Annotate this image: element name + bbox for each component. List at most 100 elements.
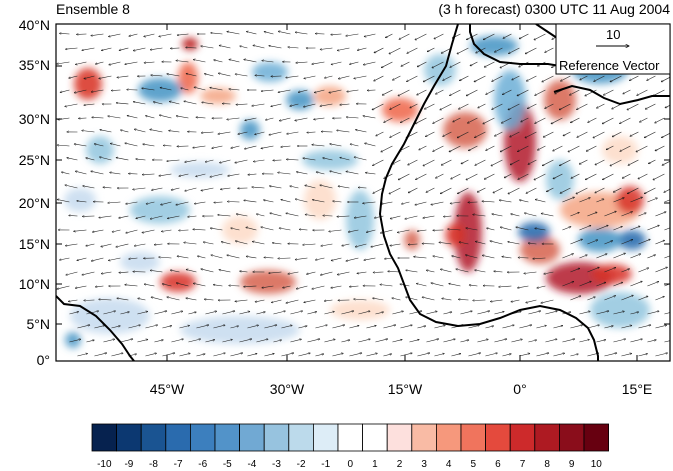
wind-vector <box>647 75 656 81</box>
wind-vector <box>358 311 370 315</box>
wind-vector <box>415 173 427 180</box>
anomaly-patch <box>454 192 482 272</box>
colorbar-label: -3 <box>272 459 281 470</box>
wind-vector <box>647 340 656 343</box>
wind-vector <box>75 171 87 175</box>
lon-label: 0° <box>513 381 527 397</box>
lat-label: 25°N <box>18 152 50 168</box>
wind-vector <box>338 75 350 79</box>
wind-vector <box>307 312 316 315</box>
wind-vector <box>333 201 342 202</box>
wind-vector <box>348 229 359 232</box>
wind-vector <box>252 242 265 245</box>
wind-vector <box>533 258 546 259</box>
wind-vector <box>320 103 333 106</box>
wind-vector <box>595 187 605 193</box>
wind-vector <box>384 117 393 123</box>
wind-vector <box>298 89 308 92</box>
wind-vector <box>535 89 546 96</box>
colorbar-label: 2 <box>396 459 403 470</box>
wind-vector <box>227 255 240 259</box>
wind-vector <box>426 187 435 192</box>
wind-vector <box>303 244 316 245</box>
wind-vector <box>577 131 588 137</box>
anomaly-patch <box>592 264 632 284</box>
wind-vector <box>296 62 308 63</box>
wind-vector <box>184 243 197 245</box>
wind-vector <box>397 229 410 233</box>
wind-vector <box>354 75 367 79</box>
wind-vector <box>644 131 656 138</box>
wind-vector <box>417 229 427 231</box>
wind-vector <box>528 340 536 343</box>
wind-vector <box>604 353 617 357</box>
wind-vector <box>246 256 257 259</box>
wind-vector <box>279 228 291 231</box>
wind-vector <box>264 325 277 329</box>
wind-vector <box>279 117 291 121</box>
colorbar-label: 8 <box>544 459 550 470</box>
wind-vector <box>527 103 537 109</box>
wind-vector <box>193 229 206 230</box>
wind-vector <box>606 145 614 150</box>
wind-vector <box>638 213 646 217</box>
wind-vector <box>407 47 418 53</box>
wind-vector <box>526 187 537 193</box>
wind-vector <box>332 353 343 357</box>
wind-vector <box>262 61 274 63</box>
wind-vector <box>422 297 435 301</box>
wind-vector <box>213 325 225 329</box>
wind-vector <box>204 74 214 77</box>
wind-vector <box>240 271 248 272</box>
wind-vector <box>473 300 486 301</box>
anomaly-patch <box>518 222 550 242</box>
wind-vector <box>281 325 292 329</box>
wind-vector <box>443 216 452 217</box>
wind-vector <box>482 201 495 202</box>
wind-vector <box>142 88 155 91</box>
wind-vector <box>466 228 478 231</box>
wind-vector <box>230 353 242 357</box>
wind-vector <box>415 33 427 40</box>
wind-vector <box>401 61 410 66</box>
wind-vector <box>290 186 299 189</box>
wind-vector <box>579 311 590 315</box>
wind-vector <box>383 354 391 357</box>
wind-vector <box>492 103 503 110</box>
wind-vector <box>125 285 138 287</box>
wind-vector <box>409 340 419 343</box>
wind-vector <box>528 243 537 244</box>
anomaly-patch <box>120 252 160 272</box>
wind-vector <box>508 187 520 194</box>
wind-vector <box>99 157 112 161</box>
wind-vector <box>390 131 401 138</box>
wind-vector <box>477 339 488 343</box>
wind-vector <box>648 159 656 164</box>
wind-vector <box>526 299 537 303</box>
colorbar-label: 10 <box>590 459 602 470</box>
wind-vector <box>596 254 607 259</box>
wind-vector <box>410 103 418 108</box>
wind-vector <box>82 47 95 50</box>
mediterranean-coastline <box>553 84 670 106</box>
wind-vector <box>579 255 587 259</box>
wind-vector <box>101 271 112 274</box>
wind-vector <box>596 282 605 287</box>
wind-vector <box>77 354 87 357</box>
wind-vector <box>451 354 460 357</box>
wind-vector <box>468 325 479 329</box>
wind-vector <box>655 117 665 123</box>
wind-vector <box>545 311 557 315</box>
wind-vector <box>290 339 301 343</box>
wind-vector <box>324 339 335 343</box>
wind-vector <box>331 34 342 35</box>
wind-vector <box>86 311 98 315</box>
wind-vector <box>193 283 206 287</box>
wind-vector <box>485 326 493 329</box>
wind-vector <box>372 159 384 166</box>
wind-vector <box>99 75 112 79</box>
wind-vector <box>392 340 402 343</box>
wind-vector <box>562 197 574 203</box>
colorbar-box <box>362 423 388 452</box>
wind-vector <box>602 117 614 124</box>
